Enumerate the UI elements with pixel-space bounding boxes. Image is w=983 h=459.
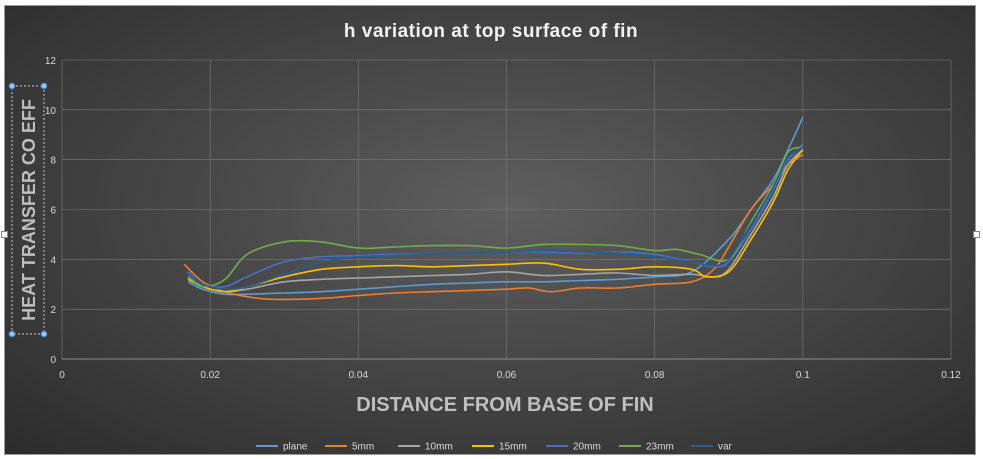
series-line-10mm[interactable] xyxy=(187,149,804,293)
x-axis-title[interactable]: DISTANCE FROM BASE OF FIN xyxy=(356,394,653,416)
resize-handle-bottom-left[interactable] xyxy=(8,330,16,338)
y-tick-label: 2 xyxy=(50,305,56,316)
y-tick-label: 0 xyxy=(50,355,56,366)
y-axis-title[interactable]: HEAT TRANSFER CO EFF xyxy=(19,99,39,321)
legend-label-5mm: 5mm xyxy=(352,442,374,453)
y-tick-label: 12 xyxy=(45,56,57,67)
x-tick-label: 0 xyxy=(59,370,65,381)
y-axis-tick-labels: 0 2 4 6 8 10 12 xyxy=(45,56,57,366)
x-tick-label: 0.04 xyxy=(349,370,369,381)
x-tick-label: 0.12 xyxy=(941,370,961,381)
legend-label-10mm: 10mm xyxy=(425,442,453,453)
x-tick-label: 0.1 xyxy=(796,370,810,381)
legend-label-plane: plane xyxy=(283,442,308,453)
legend-label-23mm: 23mm xyxy=(646,442,674,453)
y-axis-title-selection[interactable]: HEAT TRANSFER CO EFF xyxy=(8,82,48,338)
y-tick-label: 4 xyxy=(50,255,56,266)
resize-handle-top-left[interactable] xyxy=(8,82,16,90)
resize-handle-bottom-right[interactable] xyxy=(40,330,48,338)
x-tick-label: 0.02 xyxy=(200,370,220,381)
legend-label-15mm: 15mm xyxy=(499,442,527,453)
chart-handle-left[interactable] xyxy=(1,231,8,238)
x-tick-label: 0.06 xyxy=(497,370,517,381)
x-axis-tick-labels: 0 0.02 0.04 0.06 0.08 0.1 0.12 xyxy=(59,370,961,381)
chart-title: h variation at top surface of fin xyxy=(344,21,638,42)
chart-handle-right[interactable] xyxy=(973,231,980,238)
legend[interactable]: plane 5mm 10mm 15mm 20mm 23mm var xyxy=(256,442,733,453)
y-tick-label: 10 xyxy=(45,106,57,117)
selection-frame xyxy=(11,85,45,335)
y-tick-label: 6 xyxy=(50,206,56,217)
gridlines xyxy=(61,59,952,360)
resize-handle-top-right[interactable] xyxy=(40,82,48,90)
legend-label-20mm: 20mm xyxy=(573,442,601,453)
series-line-5mm[interactable] xyxy=(183,154,804,301)
chart-svg: h variation at top surface of fin 0 2 4 6 8 1… xyxy=(8,21,961,453)
series-line-plane[interactable] xyxy=(187,116,804,296)
series-lines xyxy=(183,116,804,301)
x-tick-label: 0.08 xyxy=(645,370,665,381)
series-line-15mm[interactable] xyxy=(187,149,804,293)
legend-label-var: var xyxy=(718,442,733,453)
chart-area[interactable]: h variation at top surface of fin 0 2 4 6 8 1… xyxy=(4,5,976,455)
series-line-var[interactable] xyxy=(187,146,804,291)
y-tick-label: 8 xyxy=(50,156,56,167)
